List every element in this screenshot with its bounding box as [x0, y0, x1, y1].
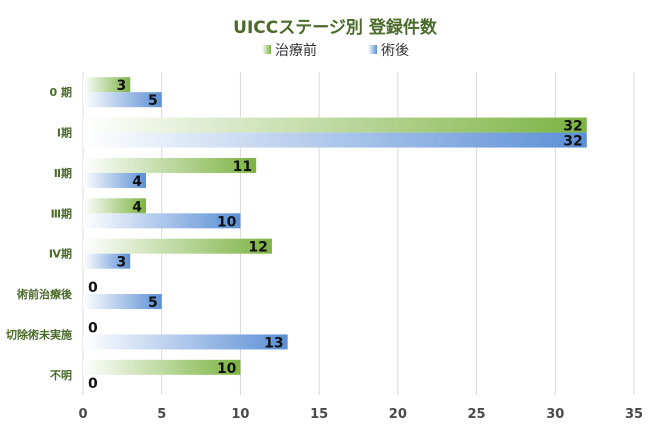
- data-label-0-2: 11: [233, 159, 252, 175]
- bar-0-3: [83, 198, 146, 214]
- bar-0-2: [83, 157, 257, 173]
- x-tick-label-1: 5: [157, 407, 166, 422]
- bar-1-1: [83, 132, 587, 148]
- bar-1-6: [83, 334, 288, 350]
- x-tick-label-7: 35: [625, 407, 643, 422]
- x-tick-label-3: 15: [310, 407, 328, 422]
- data-label-1-4: 3: [116, 255, 126, 271]
- bar-1-3: [83, 213, 241, 229]
- x-tick-label-5: 25: [468, 407, 486, 422]
- bar-1-5: [83, 294, 162, 310]
- value-axis: 0 5 10 15 20 25 30 35: [78, 407, 643, 422]
- x-tick-label-0: 0: [78, 407, 87, 422]
- data-label-0-0: 3: [116, 78, 126, 94]
- legend-item-0: 治療前: [262, 42, 317, 59]
- data-label-1-3: 10: [217, 214, 237, 230]
- x-tick-label-4: 20: [389, 407, 407, 422]
- bar-1-0: [83, 92, 162, 108]
- category-label-5: 術前治療後: [16, 287, 73, 301]
- data-label-0-4: 12: [248, 240, 267, 256]
- category-label-6: 切除術未実施: [6, 327, 72, 341]
- category-label-0: 0 期: [50, 85, 72, 99]
- chart-title: UICCステージ別 登録件数: [233, 17, 438, 38]
- data-label-0-5: 0: [88, 280, 98, 296]
- data-label-1-1: 32: [563, 134, 582, 150]
- bar-0-0: [83, 77, 131, 93]
- category-label-3: Ⅲ期: [51, 206, 72, 220]
- data-label-1-2: 4: [132, 174, 142, 190]
- bars: [83, 77, 587, 375]
- legend-item-1: 術後: [368, 43, 409, 59]
- x-tick-label-2: 10: [231, 407, 249, 422]
- x-tick-label-6: 30: [546, 407, 564, 422]
- data-label-1-5: 5: [148, 295, 158, 311]
- data-label-1-7: 0: [88, 376, 98, 392]
- category-label-7: 不明: [50, 369, 72, 382]
- bar-0-4: [83, 238, 272, 254]
- bar-1-4: [83, 253, 131, 269]
- data-label-0-3: 4: [132, 199, 142, 215]
- bar-0-1: [83, 117, 587, 133]
- data-label-0-1: 32: [563, 119, 582, 135]
- legend-label-1: 術後: [381, 43, 409, 59]
- bar-0-7: [83, 359, 241, 375]
- category-label-2: Ⅱ期: [54, 166, 72, 180]
- legend: 治療前 術後: [262, 42, 409, 59]
- category-label-4: Ⅳ期: [49, 247, 72, 261]
- category-label-1: Ⅰ期: [57, 126, 72, 140]
- legend-swatch-1: [368, 45, 377, 54]
- data-label-0-6: 0: [88, 320, 98, 336]
- data-label-1-6: 13: [264, 335, 283, 351]
- legend-label-0: 治療前: [275, 42, 317, 59]
- legend-swatch-0: [262, 45, 271, 54]
- data-label-0-7: 10: [217, 361, 237, 377]
- bar-1-2: [83, 172, 146, 188]
- data-label-1-0: 5: [148, 93, 158, 109]
